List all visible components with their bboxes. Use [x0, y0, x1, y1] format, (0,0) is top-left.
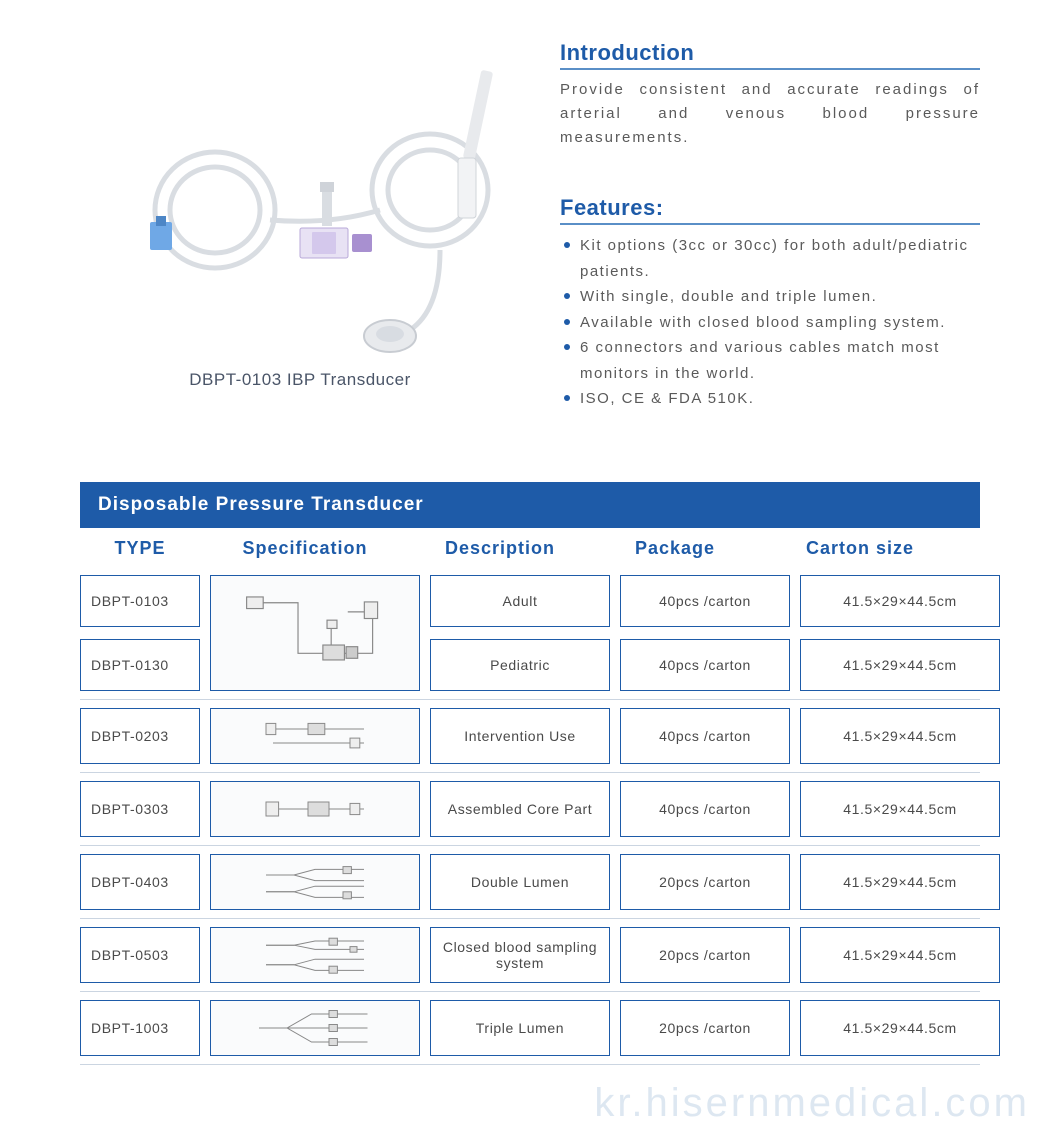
spec-cell: [210, 854, 420, 910]
carton-cell: 41.5×29×44.5cm: [800, 639, 1000, 691]
package-cell: 40pcs /carton: [620, 639, 790, 691]
column-header: TYPE: [80, 538, 200, 559]
table-row: DBPT-1003Triple Lumen20pcs /carton41.5×2…: [80, 1000, 980, 1065]
type-cell: DBPT-0203: [80, 708, 200, 764]
package-cell: 40pcs /carton: [620, 781, 790, 837]
feature-item: ISO, CE & FDA 510K.: [560, 386, 980, 412]
table-row: DBPT-0403Double Lumen20pcs /carton41.5×2…: [80, 854, 980, 919]
intro-title: Introduction: [560, 40, 980, 70]
column-header: Specification: [200, 538, 410, 559]
type-cell: DBPT-0130: [80, 639, 200, 691]
carton-cell: 41.5×29×44.5cm: [800, 781, 1000, 837]
description-cell: Adult: [430, 575, 610, 627]
column-header: Carton size: [760, 538, 960, 559]
package-cell: 20pcs /carton: [620, 927, 790, 983]
spec-cell: [210, 1000, 420, 1056]
feature-item: Kit options (3cc or 30cc) for both adult…: [560, 233, 980, 284]
table-body: DBPT-0103DBPT-0130AdultPediatric40pcs /c…: [80, 575, 980, 1065]
description-cell: Closed blood sampling system: [430, 927, 610, 983]
carton-cell: 41.5×29×44.5cm: [800, 854, 1000, 910]
package-cell: 20pcs /carton: [620, 854, 790, 910]
type-cell: DBPT-0403: [80, 854, 200, 910]
type-cell: DBPT-0103: [80, 575, 200, 627]
package-cell: 40pcs /carton: [620, 575, 790, 627]
package-cell: 20pcs /carton: [620, 1000, 790, 1056]
spec-cell: [210, 708, 420, 764]
description-cell: Intervention Use: [430, 708, 610, 764]
table-row: DBPT-0503 Closed blood sampling system20p…: [80, 927, 980, 992]
table-row: DBPT-0303 Assembled Core Part40pcs /carto…: [80, 781, 980, 846]
table-row: DBPT-0103 DBPT-0130 Adult Pediatric40pcs /c…: [80, 575, 980, 700]
spec-cell: [210, 781, 420, 837]
carton-cell: 41.5×29×44.5cm: [800, 1000, 1000, 1056]
table-row: DBPT-0203Intervention Use40pcs /carton41…: [80, 708, 980, 773]
description-cell: Pediatric: [430, 639, 610, 691]
column-header: Package: [590, 538, 760, 559]
table-header-row: TYPESpecificationDescriptionPackageCarto…: [80, 528, 980, 575]
feature-item: 6 connectors and various cables match mo…: [560, 335, 980, 386]
description-cell: Assembled Core Part: [430, 781, 610, 837]
package-cell: 40pcs /carton: [620, 708, 790, 764]
intro-text: Provide consistent and accurate readings…: [560, 78, 980, 150]
description-cell: Double Lumen: [430, 854, 610, 910]
feature-item: With single, double and triple lumen.: [560, 284, 980, 310]
product-column: DBPT-0103 IBP Transducer: [80, 40, 520, 412]
carton-cell: 41.5×29×44.5cm: [800, 575, 1000, 627]
text-column: Introduction Provide consistent and accu…: [560, 40, 980, 412]
carton-cell: 41.5×29×44.5cm: [800, 927, 1000, 983]
table-title: Disposable Pressure Transducer: [80, 482, 980, 528]
features-list: Kit options (3cc or 30cc) for both adult…: [560, 233, 980, 412]
feature-item: Available with closed blood sampling sys…: [560, 310, 980, 336]
spec-cell: [210, 927, 420, 983]
product-image: [100, 40, 500, 360]
description-cell: Triple Lumen: [430, 1000, 610, 1056]
type-cell: DBPT-0503: [80, 927, 200, 983]
product-caption: DBPT-0103 IBP Transducer: [80, 370, 520, 390]
column-header: Description: [410, 538, 590, 559]
spec-cell: [210, 575, 420, 691]
type-cell: DBPT-0303: [80, 781, 200, 837]
features-title: Features:: [560, 195, 980, 225]
type-cell: DBPT-1003: [80, 1000, 200, 1056]
carton-cell: 41.5×29×44.5cm: [800, 708, 1000, 764]
